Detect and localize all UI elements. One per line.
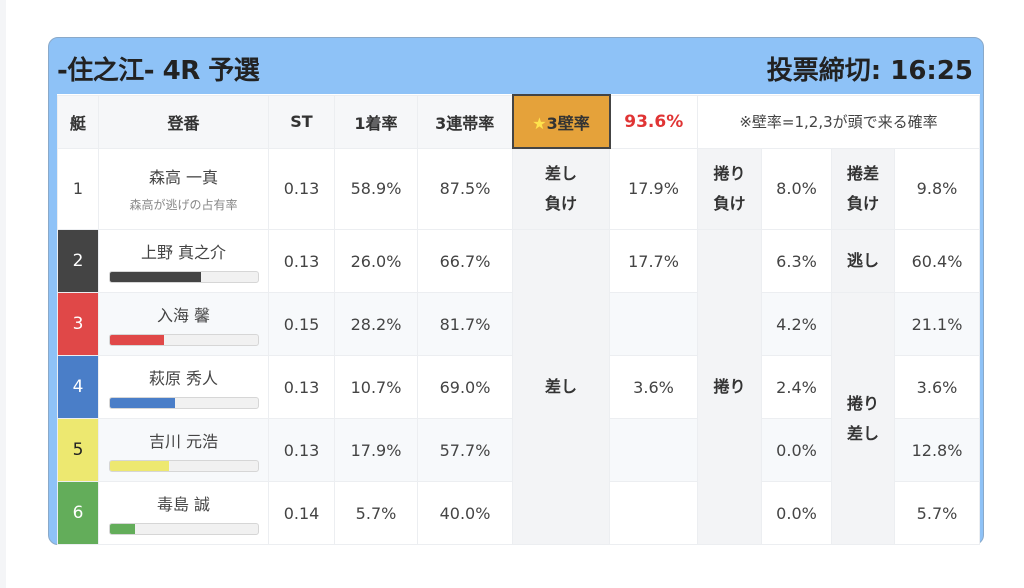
racer-cell: 上野 真之介 xyxy=(98,229,269,293)
makuri-value: 0.0% xyxy=(761,418,832,482)
top3-value: 57.7% xyxy=(417,418,513,482)
top3-value: 87.5% xyxy=(417,147,513,230)
wall-value: 93.6% xyxy=(609,94,698,149)
racer-name: 吉川 元浩 xyxy=(148,432,219,451)
label-makurisashi: 捲り差し xyxy=(831,292,895,545)
makuri-value: 6.3% xyxy=(761,229,832,293)
label-makuri-make: 捲り負け xyxy=(697,147,762,230)
st-value: 0.13 xyxy=(268,418,335,482)
label-sashi-make: 差し負け xyxy=(512,147,610,230)
racer-progress-fill xyxy=(109,524,135,534)
header-row: 艇 登番 ST 1着率 3連帯率 ★3壁率 93.6% ※壁率=1,2,3が頭で… xyxy=(57,94,980,149)
racer-name: 森高 一真 xyxy=(148,168,219,188)
label-sashi: 差し xyxy=(512,229,610,545)
sashi-value xyxy=(609,418,698,482)
star-icon: ★ xyxy=(532,113,547,133)
col-wall: ★3壁率 xyxy=(511,94,611,149)
makuri-value: 0.0% xyxy=(761,481,832,545)
makuri-value: 2.4% xyxy=(761,355,832,419)
racer-progress-bar xyxy=(108,397,259,409)
table-row: 3 入海 馨 0.15 28.2% 81.7% 4.2% 捲り差し 21.1% xyxy=(57,292,980,545)
st-value: 0.13 xyxy=(268,229,335,293)
race-card: -住之江- 4R 予選 投票締切: 16:25 艇 登番 ST 1着率 3連帯率… xyxy=(48,37,984,545)
table-row: 6 毒島 誠 0.14 5.7% 40.0% 0.0% 5.7% xyxy=(57,481,980,545)
race-title: -住之江- 4R 予選 xyxy=(57,56,260,86)
racer-progress-bar xyxy=(108,523,259,535)
racer-cell: 入海 馨 xyxy=(98,292,269,356)
st-value: 0.13 xyxy=(268,147,335,230)
third-value: 60.4% xyxy=(894,229,980,293)
racer-cell: 吉川 元浩 xyxy=(98,418,269,482)
racer-progress-bar xyxy=(108,460,259,472)
st-value: 0.13 xyxy=(268,355,335,419)
third-value: 12.8% xyxy=(894,418,980,482)
table-row: 2 上野 真之介 0.13 26.0% 66.7% 差し 17.7% 捲り 6.3% 逃し… xyxy=(57,229,980,545)
sashi-value: 17.7% xyxy=(609,229,698,293)
label-nige: 逃し xyxy=(831,229,895,293)
race-table: 艇 登番 ST 1着率 3連帯率 ★3壁率 93.6% ※壁率=1,2,3が頭で… xyxy=(57,94,980,545)
top3-value: 40.0% xyxy=(417,481,513,545)
win-value: 26.0% xyxy=(334,229,418,293)
boat-number: 6 xyxy=(57,481,99,545)
makurisashi-make-value: 9.8% xyxy=(894,147,980,230)
vote-deadline: 投票締切: 16:25 xyxy=(766,56,973,86)
win-value: 5.7% xyxy=(334,481,418,545)
col-st: ST xyxy=(268,94,335,149)
col-name: 登番 xyxy=(98,94,269,149)
racer-progress-fill xyxy=(109,398,175,408)
sashi-value xyxy=(609,292,698,356)
st-value: 0.14 xyxy=(268,481,335,545)
racer-progress-fill xyxy=(109,335,165,345)
wall-note: ※壁率=1,2,3が頭で来る確率 xyxy=(697,94,980,149)
label-makuri: 捲り xyxy=(697,229,762,545)
boat-number: 2 xyxy=(57,229,99,293)
racer-cell: 毒島 誠 xyxy=(98,481,269,545)
racer-progress-fill xyxy=(109,461,169,471)
col-win: 1着率 xyxy=(334,94,418,149)
top3-value: 66.7% xyxy=(417,229,513,293)
racer-subtitle: 森高が逃げの占有率 xyxy=(129,198,238,213)
sashi-value xyxy=(609,481,698,545)
third-value: 5.7% xyxy=(894,481,980,545)
makuri-value: 4.2% xyxy=(761,292,832,356)
page-edge xyxy=(0,0,6,588)
racer-progress-bar xyxy=(108,271,259,283)
table-row: 1 森高 一真森高が逃げの占有率 0.13 58.9% 87.5% 差し負け 1… xyxy=(57,147,980,230)
racer-name: 毒島 誠 xyxy=(156,495,211,514)
win-value: 17.9% xyxy=(334,418,418,482)
racer-name: 萩原 秀人 xyxy=(148,369,219,388)
st-value: 0.15 xyxy=(268,292,335,356)
table-row: 4 萩原 秀人 0.13 10.7% 69.0% 3.6% 2.4% 3.6% xyxy=(57,355,980,419)
racer-cell: 森高 一真森高が逃げの占有率 xyxy=(98,147,269,230)
racer-name: 入海 馨 xyxy=(156,306,211,325)
makuri-make-value: 8.0% xyxy=(761,147,832,230)
racer-cell: 萩原 秀人 xyxy=(98,355,269,419)
boat-number: 4 xyxy=(57,355,99,419)
boat-number: 5 xyxy=(57,418,99,482)
racer-name: 上野 真之介 xyxy=(140,243,227,262)
win-value: 28.2% xyxy=(334,292,418,356)
boat-number: 1 xyxy=(57,147,99,230)
third-value: 3.6% xyxy=(894,355,980,419)
racer-progress-bar xyxy=(108,334,259,346)
wall-label: 3壁率 xyxy=(546,113,590,133)
win-value: 58.9% xyxy=(334,147,418,230)
third-value: 21.1% xyxy=(894,292,980,356)
top3-value: 69.0% xyxy=(417,355,513,419)
col-top3: 3連帯率 xyxy=(417,94,513,149)
col-boat: 艇 xyxy=(57,94,99,149)
boat-number: 3 xyxy=(57,292,99,356)
label-makurisashi-make: 捲差負け xyxy=(831,147,895,230)
racer-progress-fill xyxy=(109,272,202,282)
win-value: 10.7% xyxy=(334,355,418,419)
sashi-value: 3.6% xyxy=(609,355,698,419)
top3-value: 81.7% xyxy=(417,292,513,356)
sashi-make-value: 17.9% xyxy=(609,147,698,230)
